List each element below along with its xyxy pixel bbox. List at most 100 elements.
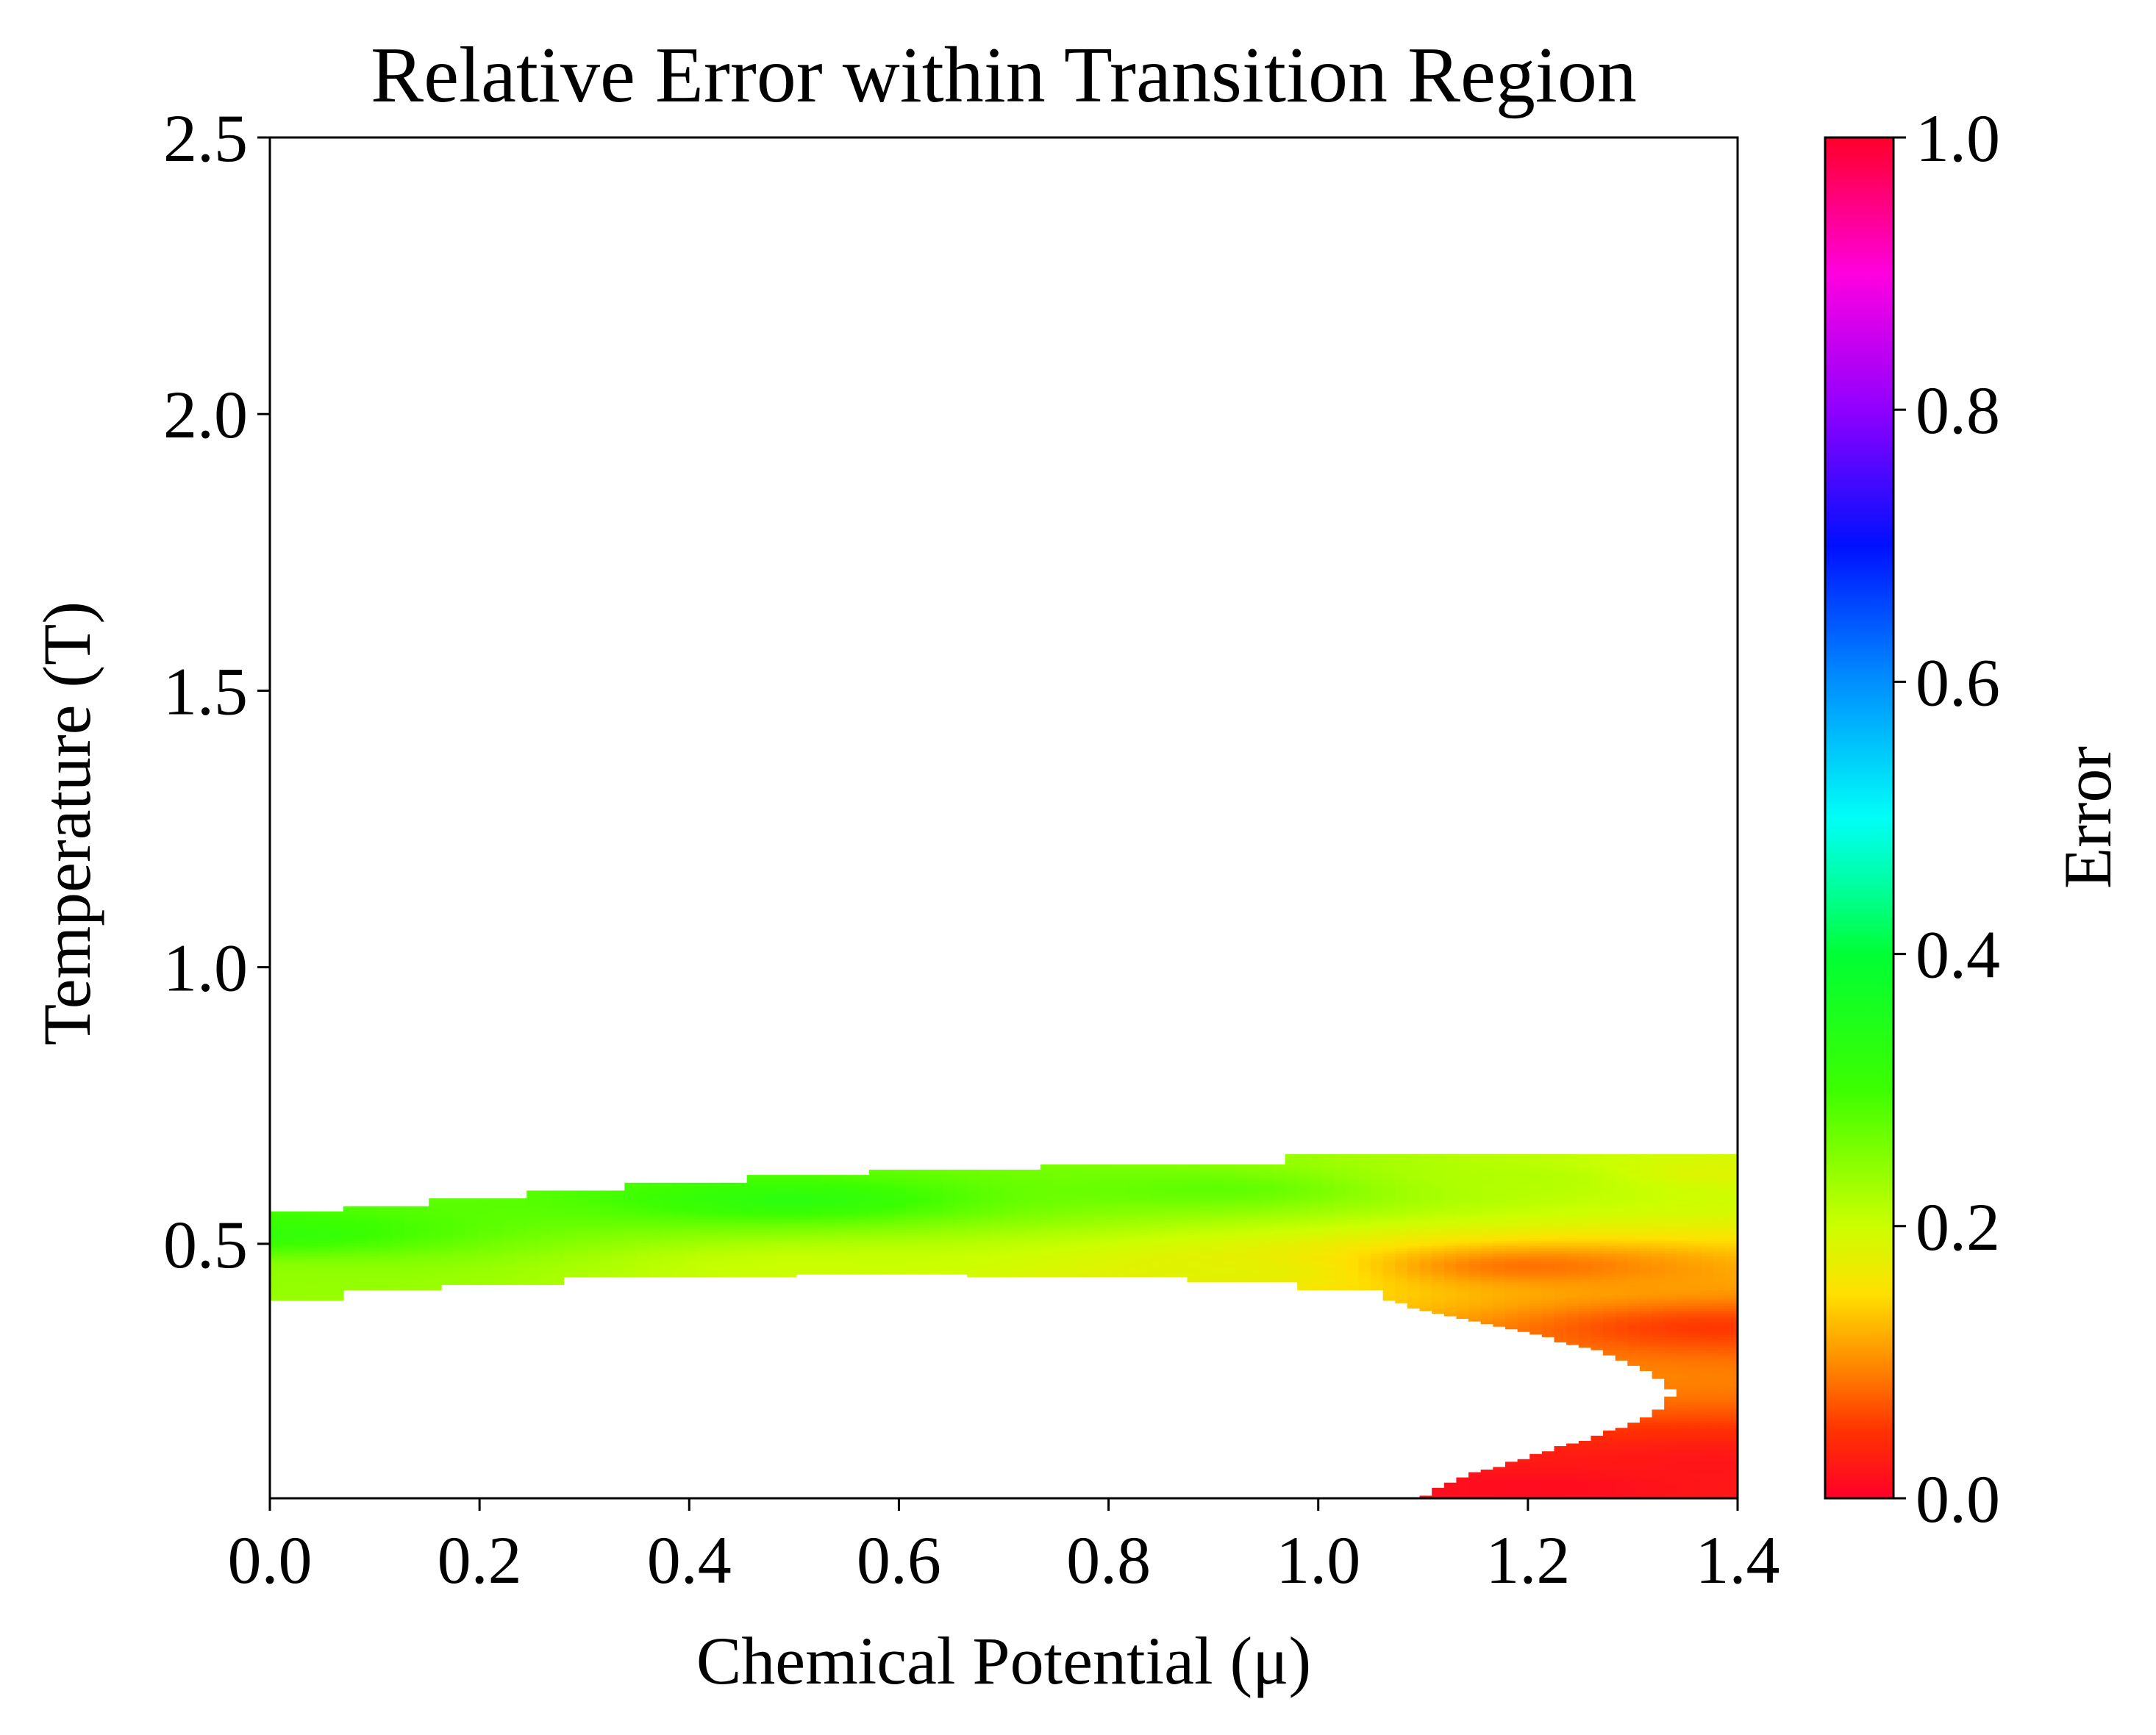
heat-cell xyxy=(502,1273,515,1278)
heat-cell xyxy=(1126,1256,1139,1259)
heat-cell xyxy=(1578,1211,1592,1215)
heat-cell xyxy=(1456,1271,1469,1275)
heat-cell xyxy=(661,1232,674,1236)
heat-cell xyxy=(771,1219,785,1223)
heat-cell xyxy=(1113,1214,1127,1217)
heat-cell xyxy=(1004,1195,1017,1199)
heat-cell xyxy=(294,1237,307,1241)
heat-cell xyxy=(759,1266,772,1270)
heat-cell xyxy=(832,1216,846,1220)
heat-cell xyxy=(905,1271,919,1275)
heat-cell xyxy=(1285,1211,1298,1215)
heat-cell xyxy=(1150,1261,1164,1264)
heat-cell xyxy=(502,1239,515,1244)
heat-cell xyxy=(1285,1164,1298,1168)
heat-cell xyxy=(991,1273,1004,1278)
heat-cell xyxy=(807,1219,821,1223)
heat-cell xyxy=(820,1175,833,1178)
heat-cell xyxy=(1541,1227,1555,1231)
heat-cell xyxy=(698,1245,711,1249)
heat-cell xyxy=(416,1251,430,1254)
heat-cell xyxy=(796,1242,809,1246)
heat-cell xyxy=(526,1229,540,1233)
heat-cell xyxy=(1432,1256,1445,1259)
heat-cell xyxy=(1272,1242,1286,1246)
heat-cell xyxy=(1102,1242,1115,1246)
heat-cell xyxy=(331,1256,344,1259)
heat-cell xyxy=(1566,1271,1579,1275)
heat-cell xyxy=(551,1261,564,1264)
heat-cell xyxy=(1493,1224,1506,1228)
heat-cell xyxy=(1224,1214,1237,1217)
heat-cell xyxy=(1260,1214,1274,1217)
heat-cell xyxy=(1395,1284,1408,1288)
heat-cell xyxy=(1138,1271,1152,1275)
heat-cell xyxy=(735,1211,748,1215)
heat-cell xyxy=(1456,1187,1469,1192)
heat-cell xyxy=(698,1268,711,1273)
heat-cell xyxy=(1480,1253,1494,1256)
heat-cell xyxy=(1102,1248,1115,1251)
heat-cell xyxy=(270,1234,283,1239)
heat-cell xyxy=(1407,1253,1421,1256)
heat-cell xyxy=(440,1242,454,1246)
heat-cell xyxy=(1382,1229,1396,1233)
heat-cell xyxy=(649,1268,663,1273)
heat-cell xyxy=(318,1251,332,1254)
heat-cell xyxy=(453,1201,466,1204)
heat-cell xyxy=(1456,1198,1469,1202)
heat-cell xyxy=(1334,1167,1347,1170)
heat-cell xyxy=(331,1289,344,1293)
heat-cell xyxy=(1578,1302,1592,1306)
heat-cell xyxy=(1493,1237,1506,1241)
heat-cell xyxy=(637,1261,650,1264)
heat-cell xyxy=(1236,1234,1249,1239)
heat-cell xyxy=(1504,1300,1518,1303)
heat-cell xyxy=(771,1227,785,1231)
heat-cell xyxy=(1371,1156,1384,1160)
heat-cell xyxy=(1297,1162,1310,1165)
heat-cell xyxy=(1480,1234,1494,1239)
heat-cell xyxy=(1517,1187,1531,1192)
heat-cell xyxy=(807,1192,821,1197)
heat-cell xyxy=(1382,1271,1396,1275)
heat-cell xyxy=(1334,1258,1347,1262)
heat-cell xyxy=(1603,1315,1616,1320)
heat-cell xyxy=(1554,1302,1567,1306)
heat-cell xyxy=(869,1177,882,1181)
heat-cell xyxy=(1272,1219,1286,1223)
heat-cell xyxy=(1187,1209,1200,1212)
heat-cell xyxy=(355,1281,368,1285)
heat-cell xyxy=(1517,1268,1531,1273)
heat-cell xyxy=(722,1271,735,1275)
heat-cell xyxy=(905,1170,919,1173)
heat-cell xyxy=(1126,1222,1139,1226)
heat-cell xyxy=(600,1209,613,1212)
heat-cell xyxy=(1395,1251,1408,1254)
heat-cell xyxy=(637,1245,650,1249)
heat-cell xyxy=(1504,1467,1518,1470)
heat-cell xyxy=(1113,1192,1127,1197)
heat-cell xyxy=(869,1251,882,1254)
heat-cell xyxy=(979,1190,993,1194)
heat-cell xyxy=(526,1192,540,1197)
heat-cell xyxy=(1358,1279,1371,1283)
heat-cell xyxy=(942,1237,956,1241)
heat-cell xyxy=(343,1216,357,1220)
heat-cell xyxy=(318,1222,332,1226)
heat-cell xyxy=(759,1219,772,1223)
heat-cell xyxy=(1138,1258,1152,1262)
heat-cell xyxy=(710,1206,724,1210)
heat-cell xyxy=(1077,1216,1091,1220)
heat-cell xyxy=(1163,1229,1176,1233)
heat-cell xyxy=(1297,1198,1310,1202)
heat-cell xyxy=(331,1222,344,1226)
heat-cell xyxy=(1089,1211,1102,1215)
heat-cell xyxy=(600,1198,613,1202)
heat-cell xyxy=(783,1234,797,1239)
heat-cell xyxy=(490,1229,503,1233)
heat-cell xyxy=(1554,1170,1567,1173)
heat-cell xyxy=(1395,1256,1408,1259)
heat-cell xyxy=(379,1281,393,1285)
heat-cell xyxy=(514,1222,528,1226)
